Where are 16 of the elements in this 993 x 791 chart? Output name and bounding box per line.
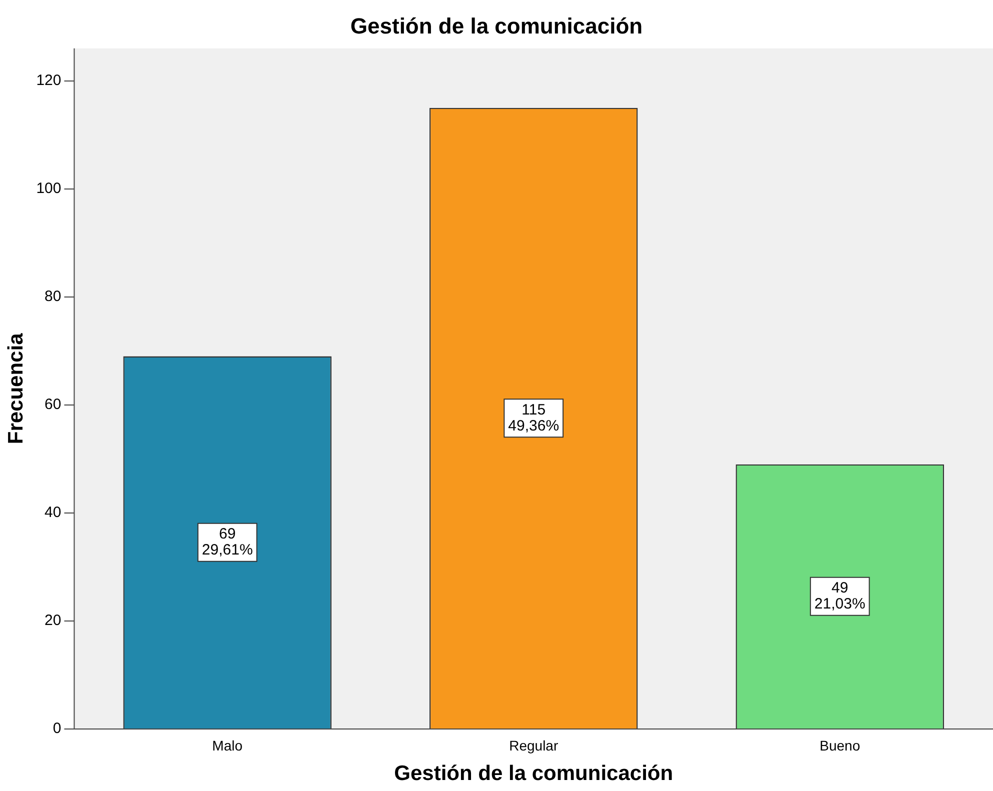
x-axis-title: Gestión de la comunicación [394,762,674,786]
y-tick-label: 60 [44,396,62,414]
x-tick-label: Regular [509,737,558,754]
y-tick-label: 100 [36,180,62,197]
x-tick-label: Bueno [820,737,860,754]
chart-title: Gestión de la comunicación [350,13,643,38]
y-tick-label: 0 [52,720,62,738]
y-tick-label: 20 [44,612,62,630]
data-label: 69 29,61% [202,526,253,559]
y-axis-title: Frecuencia [4,332,28,444]
y-tick-label: 40 [44,504,62,522]
x-tick-label: Malo [212,737,243,754]
y-tick-label: 80 [44,288,62,306]
y-tick-label: 120 [36,72,62,89]
data-label: 49 21,03% [814,580,866,613]
data-label: 115 49,36% [508,401,560,434]
